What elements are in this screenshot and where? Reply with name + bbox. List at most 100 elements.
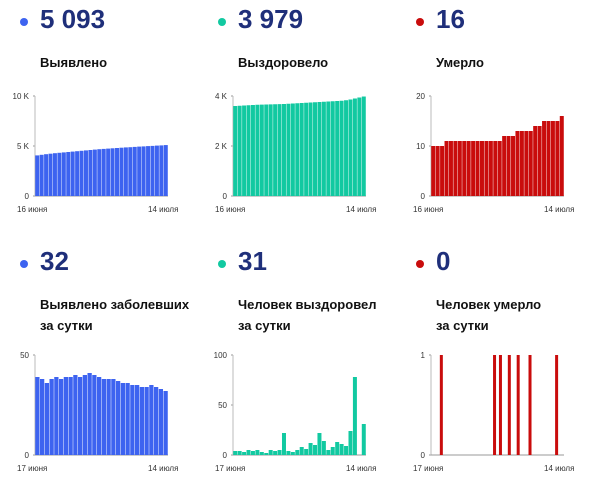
x-tick-label: 14 июля [544,205,574,214]
bar [268,450,273,455]
bar [281,433,286,455]
bar [502,136,507,196]
bar [242,105,247,196]
x-tick-label: 16 июня [413,205,443,214]
y-tick-label: 0 [223,451,228,460]
bar [233,106,238,196]
bar [44,383,50,455]
bar [335,101,340,196]
bar [488,141,493,196]
bar [63,377,69,455]
y-tick-label: 50 [218,401,227,410]
bar [453,141,458,196]
bar [144,387,149,455]
bar [153,387,159,455]
label-line: Человек умерло [436,297,542,312]
bar [35,155,40,196]
bar [299,103,304,196]
bar [237,105,242,196]
legend-dot [416,18,424,26]
bar [546,121,551,196]
bar [97,149,102,196]
bar [115,148,120,196]
detected-total-label: Выявлено [40,52,107,73]
bar [130,385,135,455]
recovered-total-label: Выздоровело [238,52,328,73]
bar [163,391,168,455]
bar [339,100,344,196]
bar [286,103,291,196]
bar [125,383,130,455]
bar [348,99,353,196]
recovered-total-value: 3 979 [238,4,304,34]
bar [357,97,362,196]
bar [550,121,555,196]
x-tick-label: 14 июля [148,205,178,214]
bar [308,443,313,455]
y-tick-label: 0 [25,451,30,460]
bar [264,104,269,196]
bar [304,102,309,196]
bar [57,152,62,196]
y-tick-label: 4 K [215,92,228,101]
detected-daily-value: 32 [40,246,69,276]
bar [264,453,269,455]
bar [506,136,511,196]
y-tick-label: 1 [421,351,426,360]
legend-dot [20,18,28,26]
bar [555,355,559,455]
bar [268,104,273,196]
bar [255,450,260,455]
panel-recovered-total: 3 979 Выздоровело 0 2 K 4 K 16 июня 14 июля [198,0,388,240]
bar [497,141,502,196]
bar [439,355,443,455]
bar [106,379,111,455]
bar [330,101,335,196]
deaths-daily-value: 0 [436,246,451,276]
y-tick-label: 50 [20,351,29,360]
bar [139,387,145,455]
recovered-daily-chart: 0 50 100 17 июня 14 июля [214,351,377,473]
bar [48,153,53,196]
label-line: Выявлено [40,55,108,70]
bar [92,375,97,455]
bar [163,145,168,196]
bar [101,148,106,196]
bar [82,375,88,455]
bar [250,105,255,196]
deaths-daily-chart: 0 1 17 июня 14 июля [413,351,574,473]
bar [511,136,516,196]
bar [83,150,88,196]
bar [88,150,93,196]
recovered-total-chart: 0 2 K 4 K 16 июня 14 июля [215,92,376,214]
x-tick-label: 14 июля [148,464,178,473]
bar [259,452,264,455]
bar [317,102,322,196]
bar [559,116,564,196]
bar [448,141,453,196]
bar [286,451,291,455]
x-tick-label: 14 июля [346,464,376,473]
bar [444,141,449,196]
detected-total-value: 5 093 [40,4,106,34]
bar [158,389,164,455]
bar [277,450,282,455]
detected-daily-label: Выявлено заболевших за сутки [40,294,189,336]
bar [246,105,251,196]
bar [115,381,121,455]
deaths-total-chart: 0 10 20 16 июня 14 июля [413,92,574,214]
bar [52,153,57,196]
bar [119,147,124,196]
deaths-daily-label: Человек умерло за сутки [436,294,541,336]
bar [507,355,511,455]
label-line: Выздоровело [238,55,329,70]
bar [259,104,264,196]
bar [79,150,84,196]
panel-detected-total: 5 093 Выявлено 0 5 K 10 K 16 июня 14 июля [0,0,190,240]
bar [339,444,344,455]
bar [58,379,64,455]
y-tick-label: 2 K [215,142,228,151]
bar [498,355,502,455]
legend-dot [416,260,424,268]
y-tick-label: 20 [416,92,425,101]
